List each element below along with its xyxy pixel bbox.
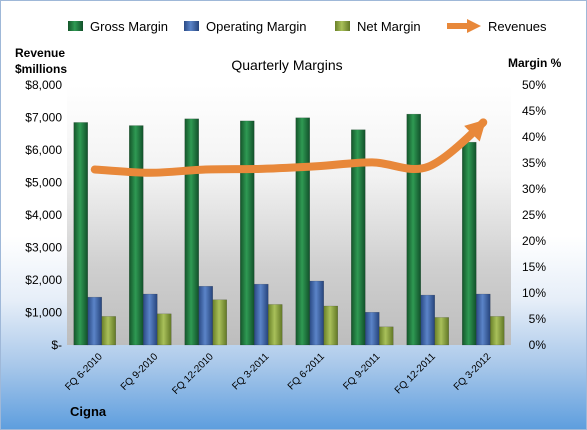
right-tick-label: 5% [529,312,547,326]
legend: Gross Margin Operating Margin Net Margin… [68,19,547,34]
operating-margin-bar [365,311,380,346]
right-tick-label: 20% [522,234,546,248]
legend-label-operating-margin: Operating Margin [206,19,306,34]
legend-label-revenues: Revenues [488,19,547,34]
operating-margin-bar [143,293,158,346]
left-tick-label: $4,000 [25,208,62,222]
right-tick-label: 0% [529,338,547,352]
gross-margin-bar [295,117,310,346]
legend-swatch-net-margin [335,21,350,31]
net-margin-bar [268,304,283,346]
legend-swatch-gross-margin [68,21,83,31]
revenues-line [90,118,488,177]
x-tick-label: FQ 9-2010 [119,351,161,393]
right-tick-label: 50% [522,78,546,92]
gross-margin-bar [129,125,144,346]
x-axis-ticks: FQ 6-2010 FQ 9-2010 FQ 12-2010 FQ 3-2011 FQ … [63,351,493,397]
revenue-line [90,118,488,177]
right-tick-label: 40% [522,130,546,144]
net-margin-bar [434,317,449,346]
left-tick-label: $5,000 [25,176,62,190]
revenues-point [149,172,151,174]
legend-label-net-margin: Net Margin [357,19,421,34]
company-label: Cigna [70,404,107,419]
revenues-point [260,168,262,170]
revenues-point [94,169,96,171]
operating-margin-bar [420,294,435,346]
chart-title: Quarterly Margins [231,57,342,73]
gross-margin-bar [351,129,366,346]
right-tick-label: 10% [522,286,546,300]
revenues-arrowhead [464,119,487,142]
net-margin-bar [379,326,394,346]
left-tick-label: $2,000 [25,273,62,287]
left-tick-label: $3,000 [25,241,62,255]
x-tick-label: FQ 9-2011 [341,351,382,392]
x-tick-label: FQ 12-2010 [170,351,216,397]
operating-margin-bar [254,283,269,346]
x-tick-label: FQ 6-2011 [286,351,327,392]
right-tick-label: 15% [522,260,546,274]
left-axis-ticks: $- $1,000 $2,000 $3,000 $4,000 $5,000 $6,000 $7… [25,78,62,352]
operating-margin-bar [87,296,102,346]
revenues-point [482,121,484,123]
net-margin-bar [323,305,338,346]
x-tick-label: FQ 12-2011 [393,351,438,396]
legend-swatch-operating-margin [184,21,199,31]
x-tick-label: FQ 3-2011 [230,351,271,392]
revenues-point [371,161,373,163]
left-tick-label: $- [51,338,62,352]
net-margin-bar [490,316,505,346]
left-axis-title-line2: $millions [15,62,67,76]
net-margin-bar [212,299,227,346]
left-tick-label: $6,000 [25,143,62,157]
left-tick-label: $7,000 [25,111,62,125]
legend-swatch-revenues [447,19,481,33]
revenues-point [205,169,207,171]
right-axis-ticks: 0% 5% 10% 15% 20% 25% 30% 35% 40% 45% 50% [522,78,546,352]
right-tick-label: 30% [522,182,546,196]
net-margin-bar [157,313,172,346]
left-axis-title-line1: Revenue [15,46,65,60]
gross-margin-bar [462,141,477,346]
revenues-point [427,166,429,168]
revenues-point [316,165,318,167]
gross-margin-bar [240,120,255,346]
operating-margin-bar [198,285,213,346]
operating-margin-bar [309,280,324,346]
legend-label-gross-margin: Gross Margin [90,19,168,34]
operating-margin-bar [476,293,491,346]
left-tick-label: $1,000 [25,306,62,320]
x-tick-label: FQ 6-2010 [63,351,105,393]
right-axis-title: Margin % [508,56,562,70]
x-tick-label: FQ 3-2012 [452,351,494,393]
right-tick-label: 25% [522,208,546,222]
gross-margin-bar [73,122,88,346]
gross-margin-bar [184,118,199,346]
gross-margin-bar [406,113,421,346]
right-tick-label: 35% [522,156,546,170]
net-margin-bar [101,316,116,346]
left-tick-label: $8,000 [25,78,62,92]
right-tick-label: 45% [522,104,546,118]
